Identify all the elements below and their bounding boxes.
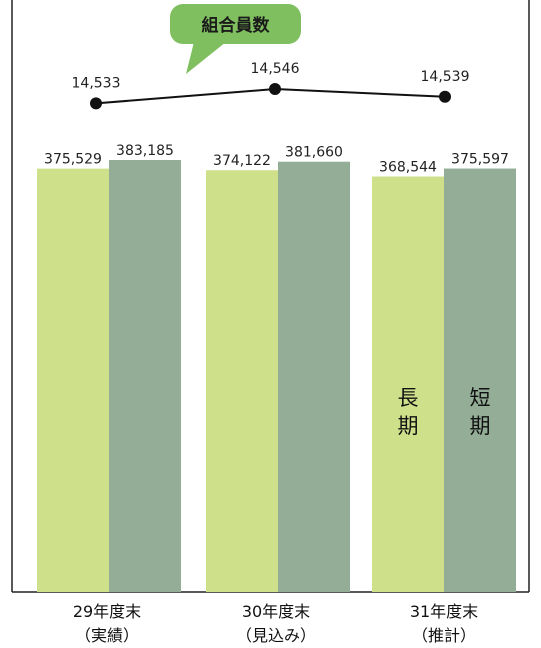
member-count-point — [439, 90, 451, 103]
bar-short-2 — [444, 168, 516, 592]
bar-short-0 — [109, 160, 181, 592]
bar-value-label: 374,122 — [213, 153, 271, 169]
callout-text: 組合員数 — [202, 15, 271, 36]
bar-value-label: 375,529 — [44, 152, 102, 168]
member-count-point — [269, 83, 281, 96]
bar-value-label: 383,185 — [116, 143, 174, 159]
callout-pointer — [186, 42, 226, 74]
x-tick-label: 29年度末 — [73, 602, 141, 621]
x-tick-label: 30年度末 — [242, 602, 310, 621]
bar-value-label: 375,597 — [451, 152, 509, 168]
x-tick-sublabel: （見込み） — [236, 626, 316, 645]
x-tick-label: 31年度末 — [410, 602, 478, 621]
in-bar-label-short: 短 — [470, 386, 491, 410]
callout-bubble — [170, 4, 301, 44]
bar-long-2 — [372, 176, 444, 592]
x-tick-sublabel: （実績） — [75, 626, 139, 645]
member-count-label: 14,546 — [251, 61, 300, 77]
member-count-label: 14,539 — [421, 69, 470, 85]
bar-value-label: 368,544 — [379, 160, 437, 176]
bar-value-label: 381,660 — [285, 145, 343, 161]
bar-long-0 — [37, 168, 109, 592]
bar-long-1 — [206, 170, 278, 592]
in-bar-label-short: 期 — [470, 414, 491, 438]
member-count-label: 14,533 — [72, 75, 121, 91]
x-tick-sublabel: （推計） — [412, 626, 476, 645]
member-count-point — [90, 97, 102, 110]
bar-short-1 — [278, 161, 350, 592]
in-bar-label-long: 期 — [398, 414, 419, 438]
in-bar-label-long: 長 — [398, 386, 419, 410]
